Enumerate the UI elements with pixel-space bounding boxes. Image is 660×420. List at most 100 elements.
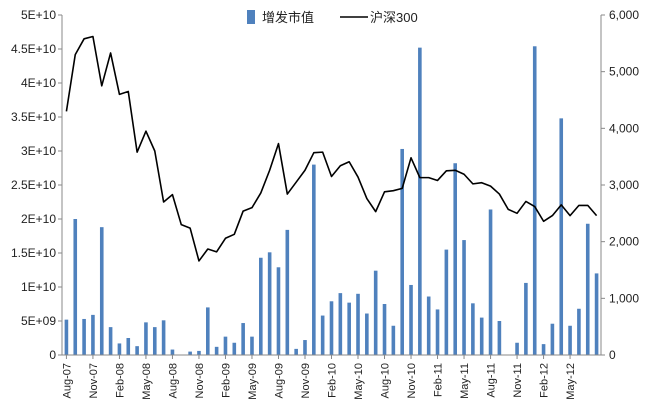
y-left-tick-label: 0 <box>49 348 56 362</box>
bar <box>329 301 334 355</box>
bar <box>91 314 95 355</box>
bar <box>462 240 466 355</box>
x-tick-label: May-09 <box>247 363 259 400</box>
x-tick-label: Feb-12 <box>539 363 551 398</box>
bar <box>223 336 228 355</box>
bar <box>356 293 360 355</box>
y-right-tick-label: 0 <box>609 348 616 362</box>
y-left-tick-label: 2.5E+10 <box>11 178 56 192</box>
legend-label-bar-series: 增发市值 <box>262 10 314 25</box>
y-left-tick-label: 4E+10 <box>21 76 56 90</box>
line-series <box>65 35 598 262</box>
y-right-tick-label: 1,000 <box>609 291 639 305</box>
bar <box>320 315 325 355</box>
x-tick-label: Aug-08 <box>167 363 179 398</box>
bar <box>400 148 404 355</box>
y-left-tick-label: 5E+10 <box>21 8 56 22</box>
bar <box>594 273 599 355</box>
x-tick-label: Feb-10 <box>327 363 339 398</box>
bar <box>250 336 254 355</box>
x-tick-label: Aug-10 <box>380 363 392 398</box>
bar <box>285 229 290 355</box>
bar <box>126 338 131 355</box>
bar <box>241 323 245 355</box>
y-right-tick-label: 3,000 <box>609 178 639 192</box>
bar <box>117 343 122 355</box>
legend-swatch-bar-series <box>247 10 255 24</box>
y-left-tick-label: 1.5E+10 <box>11 246 56 260</box>
bar <box>303 340 307 355</box>
bar <box>532 46 537 355</box>
x-tick-label: Nov-07 <box>88 363 100 398</box>
y-right-tick-label: 6,000 <box>609 8 639 22</box>
y-right-tick-label: 4,000 <box>609 121 639 135</box>
x-tick-label: Aug-11 <box>486 363 498 398</box>
bar <box>577 308 581 355</box>
legend: 增发市值 沪深300 <box>247 10 418 25</box>
y-left-tick-label: 2E+10 <box>21 212 56 226</box>
bar <box>347 302 351 355</box>
bar <box>373 270 378 355</box>
y-left-tick-label: 3E+10 <box>21 144 56 158</box>
x-tick-label: Feb-08 <box>114 363 126 398</box>
bar <box>409 284 413 355</box>
y-right-tick-label: 2,000 <box>609 235 639 249</box>
bar-series <box>64 46 599 355</box>
y-right-tick-label: 5,000 <box>609 65 639 79</box>
x-tick-label: Nov-11 <box>512 363 524 398</box>
x-tick-label: Aug-09 <box>273 363 285 398</box>
x-tick-label: May-12 <box>565 363 577 400</box>
x-tick-label: Nov-10 <box>406 363 418 398</box>
bar <box>214 346 219 355</box>
bar <box>73 219 78 355</box>
x-tick-label: Nov-08 <box>194 363 206 398</box>
bar <box>471 303 475 355</box>
bar <box>259 257 263 355</box>
bar <box>524 282 528 355</box>
bar <box>152 327 157 355</box>
bar <box>550 323 555 355</box>
bar <box>170 349 175 355</box>
legend-label-line-series: 沪深300 <box>370 10 418 25</box>
x-tick-label: May-08 <box>141 363 153 400</box>
bar <box>312 164 316 355</box>
bar <box>144 322 148 355</box>
bar <box>338 293 343 355</box>
bar <box>276 267 281 355</box>
bar <box>161 320 166 355</box>
y-left-tick-label: 3.5E+10 <box>11 110 56 124</box>
x-tick-label: Feb-11 <box>433 363 445 397</box>
bar <box>294 348 298 355</box>
bar <box>585 223 590 355</box>
bar <box>426 296 431 355</box>
bar <box>435 309 440 355</box>
bar <box>418 47 422 355</box>
bar <box>197 350 201 355</box>
x-tick-label: May-10 <box>353 363 365 400</box>
bar <box>568 325 572 355</box>
axes: 0 5E+09 1E+10 1.5E+10 2E+10 2.5E+10 3E+10 3.5E+… <box>11 8 639 400</box>
bar <box>515 342 519 355</box>
y-left-tick-label: 1E+10 <box>21 280 56 294</box>
bar <box>497 321 502 355</box>
bar <box>541 344 546 355</box>
bar <box>188 351 192 355</box>
bar <box>267 252 272 355</box>
bar <box>444 249 449 355</box>
bar <box>488 209 493 355</box>
bar <box>135 346 139 355</box>
bar <box>232 342 237 355</box>
bar <box>382 304 387 355</box>
x-tick-label: Nov-09 <box>300 363 312 398</box>
bar <box>365 313 369 355</box>
bar <box>99 227 104 355</box>
bar <box>108 327 113 355</box>
bar <box>391 325 396 355</box>
bar <box>559 118 564 355</box>
y-left-tick-label: 5E+09 <box>21 314 56 328</box>
bar <box>479 317 484 355</box>
x-tick-label: May-11 <box>459 363 471 399</box>
x-tick-label: Aug-07 <box>61 363 73 398</box>
bar <box>82 318 86 355</box>
